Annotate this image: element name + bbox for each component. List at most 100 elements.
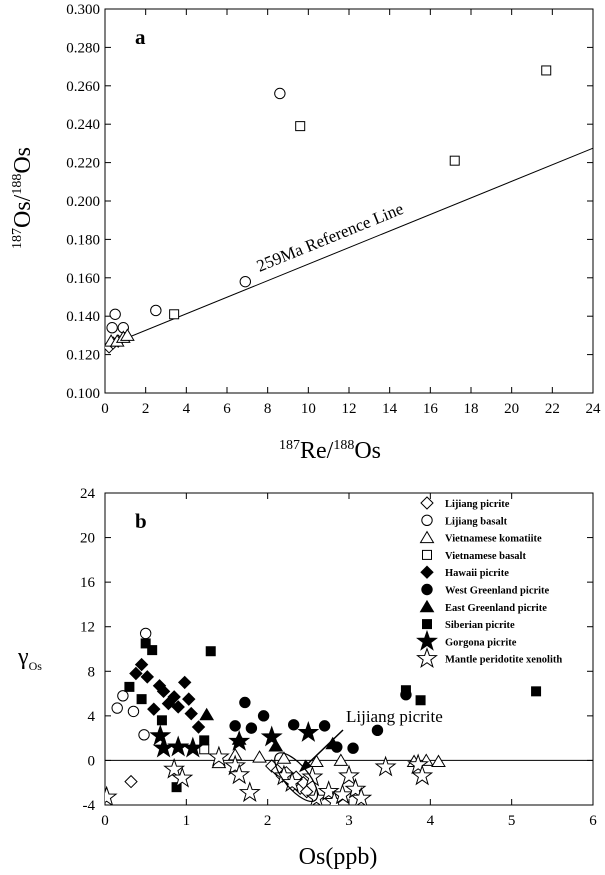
- y-tick-label-b: -4: [83, 798, 96, 814]
- data-point-b: [184, 706, 198, 721]
- legend-label: Siberian picrite: [445, 620, 515, 631]
- x-tick-label-a: 16: [423, 401, 439, 417]
- data-point-a: [109, 308, 121, 320]
- data-point-b: [111, 702, 123, 714]
- x-tick-label-b: 0: [101, 813, 109, 829]
- reference-line-group: 259Ma Reference Line: [110, 147, 594, 345]
- x-tick-label-a: 2: [142, 401, 150, 417]
- data-point-b: [124, 681, 135, 692]
- legend-marker: [420, 565, 434, 579]
- legend-label: Mantle peridotite xenolith: [445, 655, 562, 666]
- data-point-b: [171, 766, 194, 788]
- data-point-b: [281, 771, 304, 793]
- y-tick-label-b: 4: [88, 709, 96, 725]
- y-tick-label-a: 0.140: [66, 309, 100, 325]
- legend-marker: [420, 496, 434, 510]
- data-point-b: [136, 694, 147, 705]
- data-point-b: [238, 781, 261, 803]
- x-tick-label-a: 0: [101, 401, 109, 417]
- data-point-b: [431, 754, 446, 768]
- data-point-a: [106, 322, 118, 334]
- legend-label: Vietnamese komatiite: [445, 534, 542, 545]
- data-point-b: [171, 700, 185, 714]
- legend-marker: [421, 583, 433, 596]
- data-point-b: [207, 745, 230, 767]
- data-point-b: [333, 753, 349, 766]
- data-point-b: [199, 735, 210, 746]
- legend-marker: [416, 647, 438, 669]
- data-point-b: [117, 690, 129, 702]
- data-point-b: [309, 754, 324, 768]
- y-tick-label-a: 0.260: [66, 79, 100, 95]
- data-point-b: [347, 742, 359, 754]
- legend-label: Lijiang picrite: [445, 499, 510, 510]
- data-point-b: [163, 757, 186, 779]
- panel-label-b: b: [135, 509, 147, 533]
- x-tick-label-a: 6: [223, 401, 231, 417]
- data-point-a: [274, 87, 286, 100]
- data-point-a: [150, 304, 162, 317]
- data-points-a: [105, 65, 552, 354]
- legend-label: East Greenland picrite: [445, 603, 547, 614]
- data-point-b: [156, 715, 167, 726]
- legend-label: Lijiang basalt: [445, 516, 508, 527]
- data-point-b: [177, 675, 192, 690]
- data-point-b: [276, 751, 292, 764]
- x-tick-label-a: 14: [382, 401, 398, 417]
- y-axis-title-a: 187Os/188Os: [10, 147, 36, 249]
- data-point-b: [338, 764, 360, 786]
- data-point-b: [140, 670, 155, 684]
- data-point-b: [182, 692, 196, 706]
- legend-label: Gorgona picrite: [445, 637, 517, 648]
- annotation-arrowhead: [299, 759, 312, 773]
- data-point-b: [105, 785, 118, 805]
- x-tick-label-b: 6: [589, 813, 597, 829]
- data-point-b: [407, 753, 430, 775]
- y-tick-label-b: 16: [80, 575, 96, 591]
- data-points-b: [105, 627, 542, 805]
- x-tick-label-a: 22: [545, 401, 560, 417]
- y-tick-label-a: 0.300: [66, 2, 100, 18]
- x-tick-label-a: 10: [301, 401, 316, 417]
- data-point-b: [205, 646, 216, 657]
- x-tick-label-a: 18: [464, 401, 479, 417]
- plot-frame-a: [104, 8, 594, 394]
- x-tick-label-b: 3: [345, 813, 353, 829]
- panel-a: 0 2 4 6 8 10 12 14 16 18 20 22 240.1000.1200.1400.16…: [10, 2, 601, 464]
- x-tick-label-a: 20: [504, 401, 519, 417]
- data-point-b: [167, 735, 190, 757]
- data-point-b: [127, 705, 140, 718]
- data-point-b: [400, 685, 411, 696]
- y-tick-label-b: 8: [88, 664, 96, 680]
- data-point-b: [371, 724, 384, 737]
- data-point-b: [268, 738, 284, 752]
- x-tick-label-a: 24: [586, 401, 602, 417]
- data-point-a: [295, 121, 306, 132]
- data-point-a: [119, 328, 135, 341]
- data-point-b: [181, 736, 204, 758]
- y-tick-label-b: 12: [80, 620, 95, 636]
- data-point-b: [224, 754, 247, 776]
- data-point-b: [147, 702, 161, 716]
- legend-marker: [422, 619, 432, 630]
- data-point-b: [374, 755, 397, 777]
- y-tick-label-a: 0.220: [66, 156, 100, 172]
- data-point-b: [134, 657, 149, 672]
- data-point-b: [138, 729, 150, 741]
- x-tick-label-b: 2: [264, 813, 272, 829]
- data-point-b: [531, 686, 542, 697]
- x-tick-label-a: 4: [183, 401, 191, 417]
- data-point-a: [541, 65, 552, 76]
- data-point-b: [239, 696, 251, 709]
- data-point-a: [449, 155, 460, 166]
- data-point-b: [228, 763, 251, 785]
- data-point-b: [301, 765, 324, 787]
- data-point-b: [331, 783, 354, 805]
- x-tick-label-b: 1: [183, 813, 191, 829]
- legend-marker: [422, 549, 432, 560]
- x-axis-title-b: Os(ppb): [299, 844, 378, 870]
- y-tick-label-a: 0.200: [66, 194, 100, 210]
